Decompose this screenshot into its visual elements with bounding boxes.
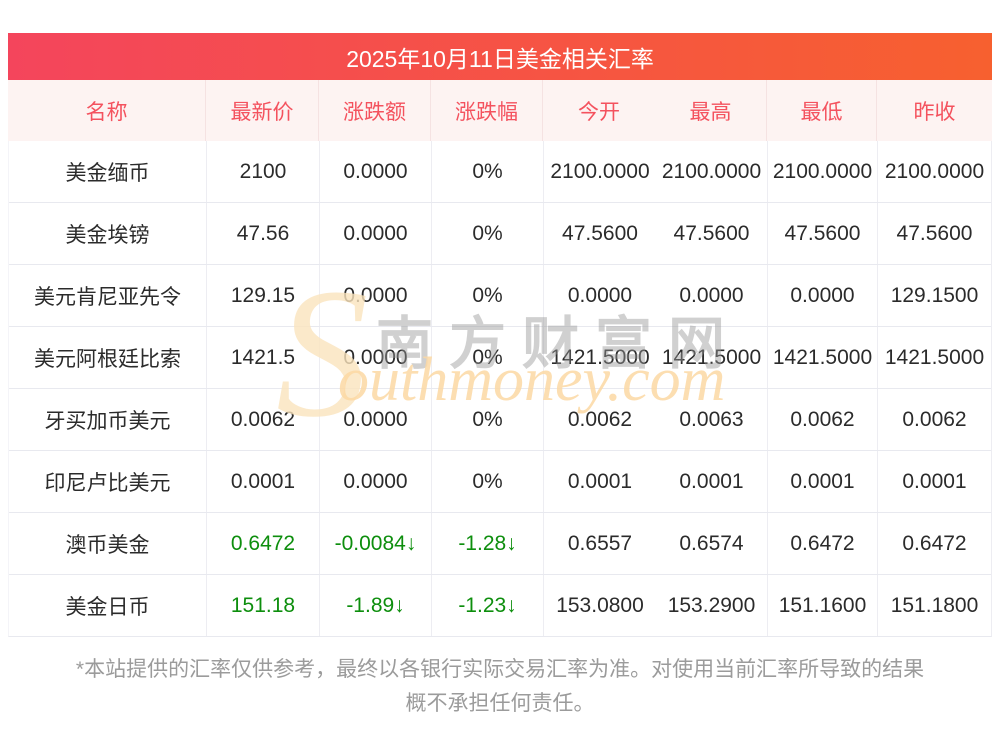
table-row: 美金日币 151.18 -1.89↓ -1.23↓ 153.0800 153.2… <box>9 574 991 636</box>
cell-low: 0.0000 <box>767 265 877 326</box>
cell-prev-close: 47.5600 <box>877 203 991 264</box>
header-change: 涨跌额 <box>318 80 430 141</box>
table-title: 2025年10月11日美金相关汇率 <box>346 45 654 72</box>
cell-currency-pair: 牙买加币美元 <box>44 409 171 433</box>
cell-low: 47.5600 <box>767 203 877 264</box>
cell-prev-close: 129.1500 <box>877 265 991 326</box>
cell-currency-pair: 美元阿根廷比索 <box>34 347 181 371</box>
cell-change-amount: -1.89↓ <box>319 575 431 636</box>
cell-high: 0.0001 <box>679 469 744 493</box>
cell-change-amount: 0.0000 <box>319 203 431 264</box>
cell-change-amount: 0.0000 <box>319 141 431 202</box>
cell-change-pct: 0% <box>431 203 543 264</box>
cell-change-pct: 0% <box>431 451 543 512</box>
cell-open: 0.0001 <box>543 451 656 512</box>
header-high: 最高 <box>689 100 732 124</box>
cell-change-pct: 0% <box>431 327 543 388</box>
cell-currency-pair: 美金缅币 <box>65 161 150 185</box>
exchange-rate-table: 2025年10月11日美金相关汇率 名称 最新价 涨跌额 涨跌幅 今开 最高 最… <box>8 33 992 637</box>
cell-change-amount: 0.0000 <box>319 451 431 512</box>
cell-prev-close: 0.0001 <box>877 451 991 512</box>
cell-open: 0.6557 <box>543 513 656 574</box>
cell-change-pct: 0% <box>431 389 543 450</box>
cell-latest-price: 47.56 <box>206 203 319 264</box>
cell-change-pct: -1.23↓ <box>431 575 543 636</box>
cell-open: 0.0000 <box>543 265 656 326</box>
cell-latest-price: 0.6472 <box>206 513 319 574</box>
cell-high: 47.5600 <box>673 221 750 245</box>
cell-latest-price: 151.18 <box>206 575 319 636</box>
header-low: 最低 <box>766 80 876 141</box>
cell-prev-close: 0.0062 <box>877 389 991 450</box>
cell-open: 47.5600 <box>543 203 656 264</box>
cell-currency-pair: 美金埃镑 <box>65 223 150 247</box>
cell-latest-price: 0.0001 <box>206 451 319 512</box>
cell-low: 0.0001 <box>767 451 877 512</box>
table-title-bar: 2025年10月11日美金相关汇率 <box>8 33 992 80</box>
cell-change-pct: 0% <box>431 265 543 326</box>
header-latest: 最新价 <box>205 80 318 141</box>
table-row: 美元肯尼亚先令 129.15 0.0000 0% 0.0000 0.0000 0… <box>9 264 991 326</box>
table-body: 美金缅币 2100 0.0000 0% 2100.0000 2100.0000 … <box>8 141 992 637</box>
cell-latest-price: 1421.5 <box>206 327 319 388</box>
disclaimer-line-1: *本站提供的汇率仅供参考，最终以各银行实际交易汇率为准。对使用当前汇率所导致的结… <box>75 658 925 681</box>
cell-prev-close: 151.1800 <box>877 575 991 636</box>
cell-currency-pair: 美金日币 <box>65 595 150 619</box>
cell-change-pct: -1.28↓ <box>431 513 543 574</box>
cell-prev-close: 2100.0000 <box>877 141 991 202</box>
cell-change-amount: 0.0000 <box>319 327 431 388</box>
cell-high: 0.6574 <box>679 531 744 555</box>
cell-low: 151.1600 <box>767 575 877 636</box>
cell-low: 0.6472 <box>767 513 877 574</box>
table-row: 牙买加币美元 0.0062 0.0000 0% 0.0062 0.0063 0.… <box>9 388 991 450</box>
cell-low: 0.0062 <box>767 389 877 450</box>
table-row: 印尼卢比美元 0.0001 0.0000 0% 0.0001 0.0001 0.… <box>9 450 991 512</box>
table-row: 美元阿根廷比索 1421.5 0.0000 0% 1421.5000 1421.… <box>9 326 991 388</box>
cell-open: 1421.5000 <box>543 327 656 388</box>
header-open: 今开 <box>542 80 655 141</box>
cell-open: 0.0062 <box>543 389 656 450</box>
cell-open: 2100.0000 <box>543 141 656 202</box>
cell-high: 0.0000 <box>679 283 744 307</box>
cell-prev-close: 0.6472 <box>877 513 991 574</box>
table-row: 澳币美金 0.6472 -0.0084↓ -1.28↓ 0.6557 0.657… <box>9 512 991 574</box>
cell-latest-price: 129.15 <box>206 265 319 326</box>
cell-change-amount: -0.0084↓ <box>319 513 431 574</box>
cell-latest-price: 0.0062 <box>206 389 319 450</box>
cell-high: 153.2900 <box>667 593 756 617</box>
cell-latest-price: 2100 <box>206 141 319 202</box>
cell-currency-pair: 澳币美金 <box>65 533 150 557</box>
table-row: 美金埃镑 47.56 0.0000 0% 47.5600 47.5600 47.… <box>9 202 991 264</box>
cell-change-pct: 0% <box>431 141 543 202</box>
cell-prev-close: 1421.5000 <box>877 327 991 388</box>
disclaimer-line-2: 概不承担任何责任。 <box>405 692 595 715</box>
cell-currency-pair: 印尼卢比美元 <box>44 471 171 495</box>
header-change-pct: 涨跌幅 <box>430 80 542 141</box>
cell-currency-pair: 美元肯尼亚先令 <box>34 285 181 309</box>
cell-high: 2100.0000 <box>661 159 762 183</box>
cell-open: 153.0800 <box>543 575 656 636</box>
header-name: 名称 <box>85 100 128 124</box>
cell-change-amount: 0.0000 <box>319 389 431 450</box>
cell-low: 2100.0000 <box>767 141 877 202</box>
cell-change-amount: 0.0000 <box>319 265 431 326</box>
table-header-row: 名称 最新价 涨跌额 涨跌幅 今开 最高 最低 昨收 <box>8 80 992 141</box>
header-prev-close: 昨收 <box>876 80 992 141</box>
table-row: 美金缅币 2100 0.0000 0% 2100.0000 2100.0000 … <box>9 141 991 202</box>
disclaimer: *本站提供的汇率仅供参考，最终以各银行实际交易汇率为准。对使用当前汇率所导致的结… <box>8 653 992 721</box>
cell-low: 1421.5000 <box>767 327 877 388</box>
cell-high: 0.0063 <box>679 407 744 431</box>
cell-high: 1421.5000 <box>661 345 762 369</box>
